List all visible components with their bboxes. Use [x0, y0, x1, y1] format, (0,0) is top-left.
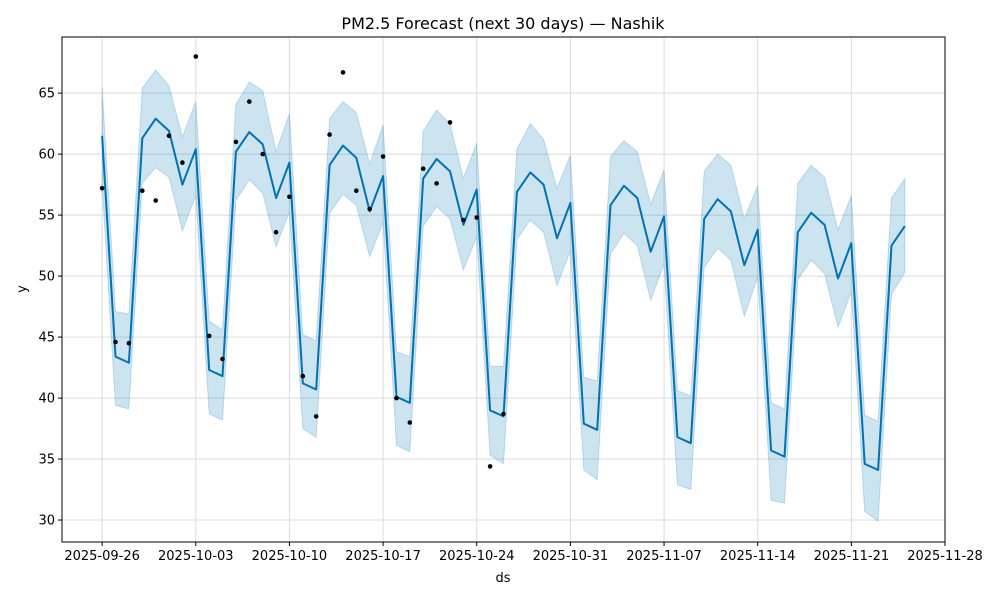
y-tick-label: 55: [38, 209, 55, 224]
observed-point: [113, 339, 118, 345]
observed-point: [180, 160, 185, 165]
y-tick-label: 30: [38, 514, 55, 529]
observed-point: [153, 198, 158, 203]
x-axis-ticks: 2025-09-26 2025-10-03 2025-10-10 2025-10-17…: [64, 542, 983, 564]
x-tick-label: 2025-11-14: [720, 549, 796, 564]
y-axis-ticks: 30 35 40 45 50 55 60 65: [38, 87, 62, 529]
uncertainty-band-layer: [101, 69, 906, 523]
observed-point: [273, 229, 279, 235]
observed-point: [193, 54, 199, 59]
observed-point: [394, 395, 399, 401]
observed-point: [99, 186, 105, 191]
observed-point: [487, 464, 493, 469]
observed-point: [233, 139, 239, 145]
observed-point: [313, 414, 319, 419]
y-tick-label: 35: [38, 453, 55, 468]
forecast-line-layer: [101, 117, 906, 471]
observed-point: [340, 70, 346, 75]
x-tick-label: 2025-10-10: [252, 549, 328, 564]
y-tick-label: 50: [38, 270, 55, 285]
observed-point: [287, 194, 292, 200]
forecast-line: [101, 117, 906, 471]
chart-title: PM2.5 Forecast (next 30 days) — Nashik: [341, 14, 665, 33]
y-axis-label: y: [15, 285, 30, 293]
plot-frame: [61, 36, 946, 543]
y-tick-label: 65: [38, 87, 55, 102]
grid: [62, 37, 946, 542]
observed-point: [126, 340, 132, 346]
x-tick-label: 2025-09-26: [64, 549, 140, 564]
observed-point: [206, 333, 212, 339]
x-tick-label: 2025-10-24: [439, 549, 515, 564]
y-tick-label: 60: [38, 148, 55, 163]
x-tick-label: 2025-10-31: [533, 549, 609, 564]
x-tick-label: 2025-10-17: [345, 549, 421, 564]
x-tick-label: 2025-10-03: [158, 549, 234, 564]
observed-point: [247, 99, 252, 104]
x-tick-label: 2025-11-28: [907, 549, 983, 564]
observed-points-layer: [99, 54, 506, 469]
observed-point: [166, 133, 172, 139]
y-tick-label: 45: [38, 331, 55, 346]
observed-point: [407, 420, 413, 425]
observed-point: [260, 151, 266, 157]
observed-point: [434, 181, 439, 186]
observed-point: [420, 166, 426, 171]
observed-point: [327, 132, 332, 137]
observed-point: [367, 206, 373, 212]
observed-point: [447, 120, 453, 125]
observed-point: [220, 356, 225, 362]
x-tick-label: 2025-11-07: [626, 549, 702, 564]
y-tick-label: 40: [38, 392, 55, 407]
uncertainty-band: [101, 69, 906, 523]
observed-point: [354, 188, 359, 193]
x-tick-label: 2025-11-21: [814, 549, 890, 564]
observed-point: [501, 411, 506, 417]
observed-point: [380, 154, 386, 159]
x-axis-label: ds: [495, 571, 510, 586]
observed-point: [140, 188, 145, 193]
observed-point: [474, 215, 480, 220]
observed-point: [461, 217, 466, 223]
observed-point: [300, 373, 306, 379]
